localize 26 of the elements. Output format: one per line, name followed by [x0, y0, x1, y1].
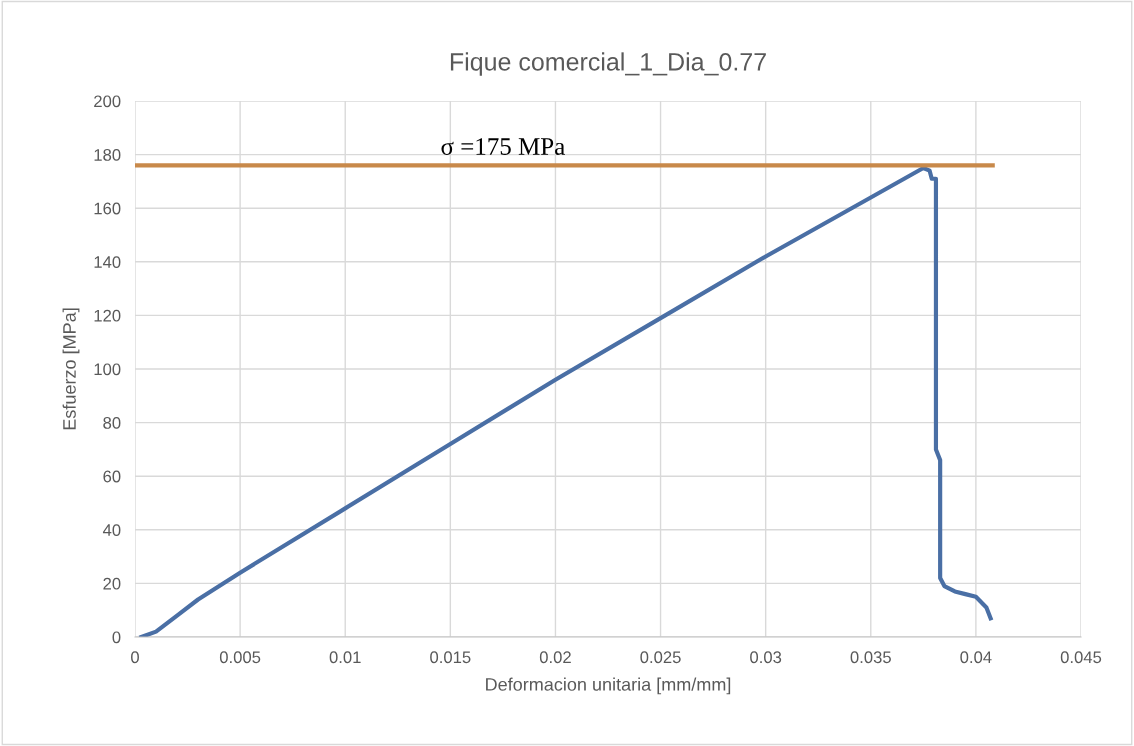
x-axis-title: Deformacion unitaria [mm/mm] — [486, 677, 731, 695]
y-tick-label: 60 — [103, 470, 121, 483]
x-tick-label: 0 — [131, 651, 139, 664]
x-tick-label: 0.035 — [850, 651, 891, 664]
y-axis-title: Esfuerzo [MPa] — [62, 308, 80, 430]
y-tick-label: 40 — [102, 524, 121, 536]
x-tick-label: 0.01 — [329, 651, 361, 664]
x-tick-label: 0.005 — [219, 651, 261, 664]
x-tick-label: 0.03 — [750, 651, 782, 664]
y-tick-label: 100 — [94, 363, 121, 376]
annotation: σ =175 MPa — [441, 138, 565, 155]
y-tick-label: 120 — [94, 309, 121, 322]
line-series — [139, 165, 993, 637]
y-tick-label: 180 — [94, 149, 121, 161]
y-tick-label: 80 — [103, 417, 121, 429]
x-tick-label: 0.02 — [539, 651, 571, 664]
y-tick-label: 140 — [94, 256, 121, 268]
y-tick-label: 160 — [94, 202, 121, 215]
y-tick-label: 20 — [103, 577, 121, 590]
x-tick-label: 0.04 — [960, 651, 992, 664]
x-tick-label: 0.025 — [640, 651, 681, 664]
y-tick-label: 200 — [94, 95, 121, 108]
x-tick-label: 0.015 — [430, 651, 471, 664]
chart-title: Fique comercial_1_Dia_0.77 — [450, 52, 766, 76]
y-tick-label: 0 — [112, 631, 121, 644]
x-tick-label: 0.045 — [1060, 651, 1102, 664]
